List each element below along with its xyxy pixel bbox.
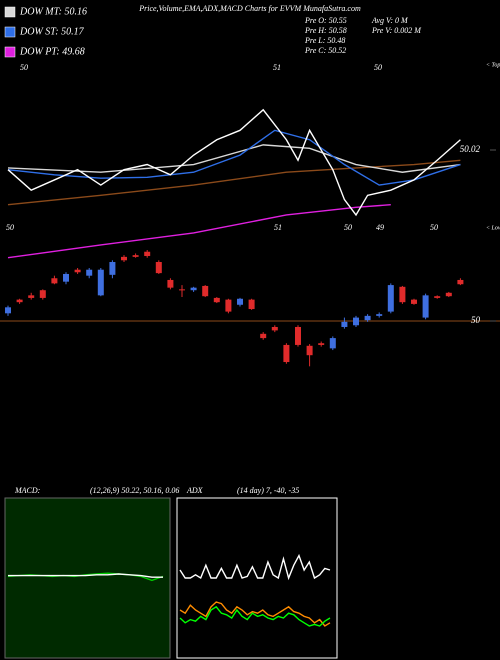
candle-body [121, 256, 127, 261]
panel-title: ADX [186, 486, 204, 495]
stat: Pre C: 50.52 [304, 46, 346, 55]
candle-body [364, 315, 371, 321]
candle-body [260, 333, 267, 339]
candle-body [144, 251, 151, 257]
candle-body [271, 326, 278, 331]
candle-body [109, 262, 116, 275]
annotation: 50 [430, 223, 438, 232]
stat: Pre L: 50.48 [304, 36, 345, 45]
annotation: 51 [274, 223, 282, 232]
candle-body [5, 307, 11, 314]
stat: Avg V: 0 M [371, 16, 409, 25]
candle-body [39, 290, 46, 298]
annotation: 50 [374, 63, 382, 72]
annotation: 51 [273, 63, 281, 72]
candle-body [329, 338, 336, 349]
annotation: < Tops [486, 62, 500, 68]
annotation: 49 [376, 223, 384, 232]
stat: Pre H: 50.58 [304, 26, 347, 35]
candle-body [51, 278, 58, 284]
candle-body [225, 299, 232, 312]
candle-body [213, 297, 220, 303]
series-line [179, 601, 331, 627]
candle-body [283, 344, 290, 363]
candle-body [248, 299, 255, 310]
candle-body [63, 273, 69, 282]
candle-body [457, 279, 464, 285]
y-tick-label: 50.02 [460, 144, 481, 154]
stat: Pre V: 0.002 M [371, 26, 422, 35]
series-line [8, 573, 163, 578]
stat: Pre O: 50.55 [304, 16, 347, 25]
legend-swatch [4, 26, 16, 38]
candle-body [411, 299, 417, 304]
candle-body [179, 289, 185, 291]
candle-body [434, 296, 441, 298]
candle-body [16, 299, 23, 303]
legend-swatch [4, 6, 16, 18]
series-line [7, 108, 461, 217]
panel-subtitle: (12,26,9) 50.22, 50.16, 0.06 [90, 486, 179, 495]
candle-body [353, 317, 359, 326]
annotation: 50 [344, 223, 352, 232]
legend-swatch [4, 46, 16, 58]
candle-body [167, 279, 174, 288]
candle-body [74, 269, 81, 273]
candle-body [306, 345, 313, 356]
candle-body [28, 295, 35, 298]
candle-body [132, 255, 139, 257]
candle-body [295, 326, 301, 345]
page-title: Price,Volume,EMA,ADX,MACD Charts for EVV… [138, 4, 361, 13]
candle-body [318, 343, 325, 345]
candle-body [202, 285, 209, 297]
series-line [7, 204, 391, 259]
panel [4, 497, 171, 659]
candle-body [399, 286, 406, 303]
legend-label: DOW MT: 50.16 [19, 6, 87, 17]
series-line [179, 553, 331, 581]
candle-body [341, 321, 348, 327]
candle-body [376, 314, 383, 316]
y-tick-label: 50 [471, 315, 481, 325]
series-line [7, 129, 461, 186]
annotation: < Lows [486, 225, 500, 231]
legend-label: DOW PT: 49.68 [19, 46, 85, 57]
candle-body [445, 292, 452, 297]
candle-body [237, 298, 243, 305]
series-line [7, 159, 461, 206]
series-line [179, 605, 331, 627]
candle-body [190, 287, 197, 291]
candle-body [422, 295, 429, 318]
candle-body [97, 269, 104, 296]
panel-subtitle: (14 day) 7, -40, -35 [237, 486, 299, 495]
annotation: 50 [6, 223, 14, 232]
series-line [7, 144, 461, 173]
annotation: 50 [20, 63, 28, 72]
panel-title: MACD: [14, 486, 41, 495]
candle-body [155, 262, 162, 274]
candle-body [86, 269, 93, 276]
candle-body [387, 285, 394, 312]
legend-label: DOW ST: 50.17 [19, 26, 85, 37]
